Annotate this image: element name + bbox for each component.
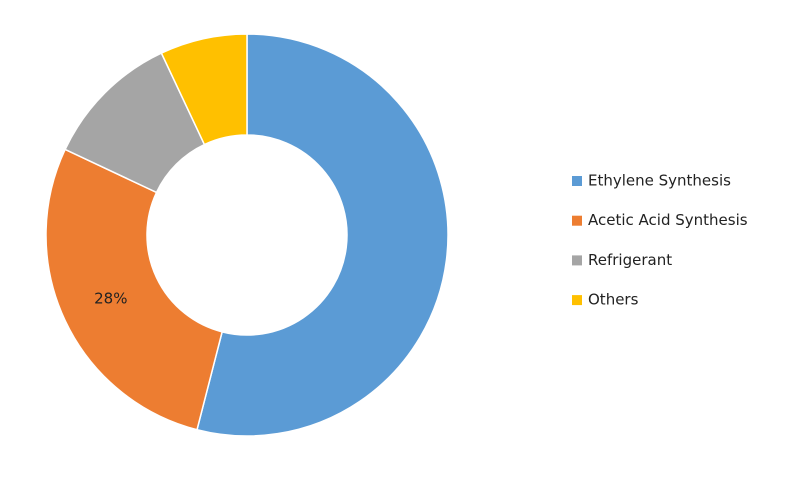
legend-label: Acetic Acid Synthesis: [588, 211, 748, 229]
donut-slice: [45, 148, 224, 431]
legend-swatch: [572, 176, 582, 186]
legend-swatch: [572, 215, 582, 226]
legend-swatch: [572, 255, 582, 266]
legend-swatch: [572, 295, 582, 306]
donut-slice: [160, 33, 248, 146]
legend-label: Ethylene Synthesis: [588, 172, 731, 190]
donut-slice: [196, 33, 449, 437]
legend-label: Others: [588, 291, 639, 309]
data-label: 28%: [94, 290, 127, 308]
legend-label: Refrigerant: [588, 251, 672, 269]
